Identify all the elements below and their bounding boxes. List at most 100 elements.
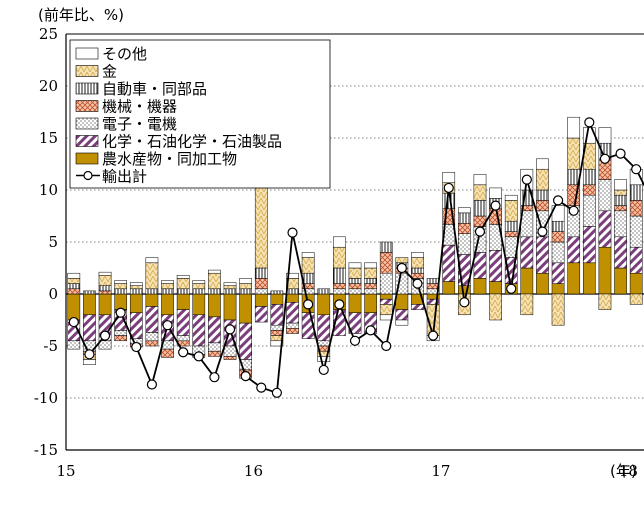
bar-segment	[536, 200, 549, 212]
bar-segment	[83, 314, 96, 342]
bar-segment	[598, 179, 612, 212]
bar-segment	[67, 283, 81, 290]
bar-segment	[83, 293, 96, 316]
bar-segment	[192, 283, 206, 290]
bar-segment	[473, 184, 487, 201]
bar-segment	[208, 293, 221, 318]
bar-segment	[114, 335, 128, 342]
bar-segment	[582, 127, 596, 144]
bar-segment	[551, 220, 565, 232]
total-exports-point	[178, 347, 189, 358]
bar-segment	[614, 205, 627, 212]
legend-swatch	[75, 82, 99, 95]
total-exports-point	[271, 387, 282, 398]
total-exports-point	[224, 324, 236, 335]
bar-segment	[567, 262, 581, 295]
bar-segment	[504, 231, 518, 238]
bar-segment	[176, 278, 190, 290]
bar-segment	[395, 257, 409, 264]
y-tick-label: 20	[39, 77, 58, 95]
total-exports-point	[68, 316, 79, 328]
bar-segment	[629, 293, 643, 305]
total-exports-point	[412, 278, 423, 289]
bar-segment	[489, 281, 502, 295]
bar-segment	[114, 330, 128, 336]
bar-segment	[629, 184, 643, 201]
bar-segment	[551, 231, 565, 243]
bar-segment	[208, 288, 221, 295]
bar-segment	[317, 288, 331, 295]
bar-segment	[379, 304, 393, 316]
y-tick-label: -10	[34, 389, 58, 407]
bar-segment	[536, 168, 549, 191]
total-exports-point	[287, 227, 298, 238]
bar-segment	[192, 314, 206, 347]
bar-segment	[208, 269, 221, 274]
bar-segment	[551, 262, 565, 284]
bar-segment	[536, 158, 549, 170]
bar-segment	[176, 309, 190, 336]
total-exports-point	[443, 182, 454, 194]
bar-segment	[83, 359, 96, 365]
legend-label: その他	[102, 45, 147, 63]
bar-segment	[567, 116, 581, 139]
total-exports-point	[552, 195, 564, 206]
legend: その他金自動車・同部品機械・機器電子・電機化学・石油化学・石油製品農水産物・同加…	[69, 39, 331, 189]
bar-segment	[582, 184, 596, 196]
legend-label: 電子・電機	[102, 115, 177, 133]
bar-segment	[192, 288, 206, 295]
bar-segment	[614, 236, 627, 269]
bar-segment	[364, 283, 377, 290]
bar-segment	[301, 252, 315, 258]
y-tick-label: -5	[43, 337, 58, 355]
bar-segment	[333, 246, 346, 269]
y-tick-label: 25	[39, 25, 58, 43]
bar-segment	[473, 200, 487, 217]
legend-swatch	[75, 152, 99, 165]
bar-segment	[98, 293, 112, 316]
bar-segment	[473, 174, 487, 186]
bar-segment	[254, 184, 268, 269]
bar-segment	[223, 285, 237, 290]
bar-segment	[192, 280, 206, 284]
bar-segment	[83, 290, 96, 295]
bar-segment	[551, 293, 565, 326]
bar-segment	[489, 187, 502, 199]
bar-segment	[223, 293, 237, 321]
bar-segment	[239, 322, 252, 360]
x-unit-label: (年)	[610, 462, 637, 480]
bar-segment	[582, 194, 596, 227]
x-tick-label: 18	[619, 462, 638, 480]
total-exports-point	[162, 320, 173, 331]
bar-segment	[567, 236, 581, 264]
bar-segment	[348, 312, 362, 334]
bar-segment	[145, 340, 159, 347]
total-exports-point	[599, 153, 611, 164]
bar-segment	[161, 293, 174, 316]
bar-segment	[333, 283, 346, 290]
bar-segment	[254, 267, 268, 279]
bar-segment	[67, 272, 81, 279]
total-exports-point	[521, 174, 532, 185]
bar-segment	[598, 210, 612, 248]
bar-segment	[536, 236, 549, 274]
bar-segment	[239, 288, 252, 295]
bar-segment	[614, 189, 627, 196]
bar-segment	[176, 293, 190, 310]
total-exports-point	[396, 262, 407, 274]
bar-segment	[333, 236, 346, 248]
bar-segment	[348, 288, 362, 295]
bar-segment	[67, 293, 81, 321]
bar-segment	[286, 272, 299, 279]
bar-segment	[489, 250, 502, 282]
bar-segment	[426, 278, 440, 284]
legend-swatch	[75, 135, 99, 147]
bar-segment	[473, 252, 487, 279]
bar-segment	[270, 293, 284, 305]
bar-segment	[536, 189, 549, 201]
x-tick-label: 17	[431, 462, 450, 480]
bar-segment	[208, 316, 221, 344]
bar-segment	[629, 246, 643, 274]
legend-swatch	[75, 47, 99, 60]
bar-segment	[520, 267, 534, 295]
